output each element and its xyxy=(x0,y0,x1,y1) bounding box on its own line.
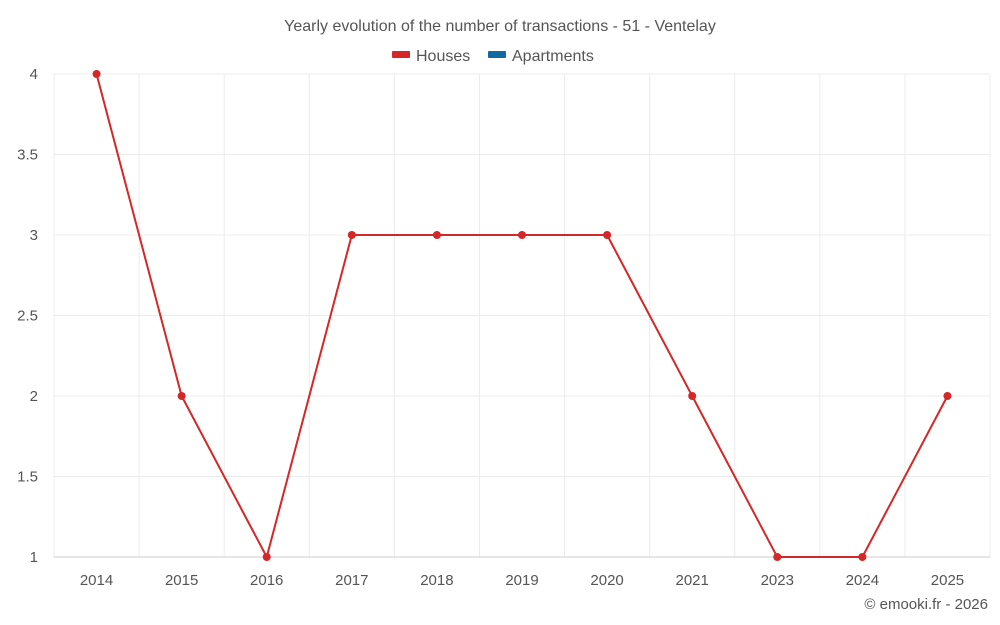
y-tick-label: 2.5 xyxy=(17,308,38,325)
x-tick-label: 2017 xyxy=(335,572,368,589)
y-tick-label: 2 xyxy=(30,388,38,405)
data-point-houses xyxy=(432,231,441,239)
x-tick-label: 2018 xyxy=(420,572,453,589)
x-tick-label: 2020 xyxy=(590,572,623,589)
y-tick-label: 3.5 xyxy=(17,147,38,164)
x-tick-label: 2015 xyxy=(165,572,198,589)
x-tick-label: 2024 xyxy=(846,572,879,589)
data-point-houses xyxy=(603,231,612,239)
y-tick-label: 1.5 xyxy=(17,469,38,486)
data-point-houses xyxy=(858,553,867,561)
data-point-houses xyxy=(943,392,952,400)
x-tick-label: 2014 xyxy=(80,572,113,589)
x-tick-label: 2025 xyxy=(931,572,964,589)
data-point-houses xyxy=(262,553,271,561)
x-tick-label: 2023 xyxy=(761,572,794,589)
axes: 1 1.5 2 2.5 3 3.5 4 2014 2015 2016 2017 2018 2019 202… xyxy=(17,66,990,589)
legend-label-apartments: Apartments xyxy=(512,48,594,65)
data-point-houses xyxy=(688,392,697,400)
data-point-houses xyxy=(518,231,526,239)
legend-swatch-apartments xyxy=(488,51,506,58)
credit-text: © emooki.fr - 2026 xyxy=(864,596,988,613)
x-tick-label: 2019 xyxy=(505,572,538,589)
legend-label-houses: Houses xyxy=(416,48,470,65)
data-point-houses xyxy=(347,231,356,239)
data-point-houses xyxy=(177,392,186,400)
x-tick-label: 2016 xyxy=(250,572,283,589)
x-tick-label: 2021 xyxy=(675,572,708,589)
data-point-houses xyxy=(773,553,782,561)
series-group xyxy=(92,70,952,561)
y-tick-label: 3 xyxy=(30,227,38,244)
data-point-houses xyxy=(92,70,101,78)
grid xyxy=(53,73,991,557)
chart-title: Yearly evolution of the number of transa… xyxy=(284,18,716,35)
legend: Houses Apartments xyxy=(392,48,594,65)
y-tick-label: 1 xyxy=(30,549,38,566)
legend-swatch-houses xyxy=(392,51,410,58)
y-tick-label: 4 xyxy=(30,66,38,83)
